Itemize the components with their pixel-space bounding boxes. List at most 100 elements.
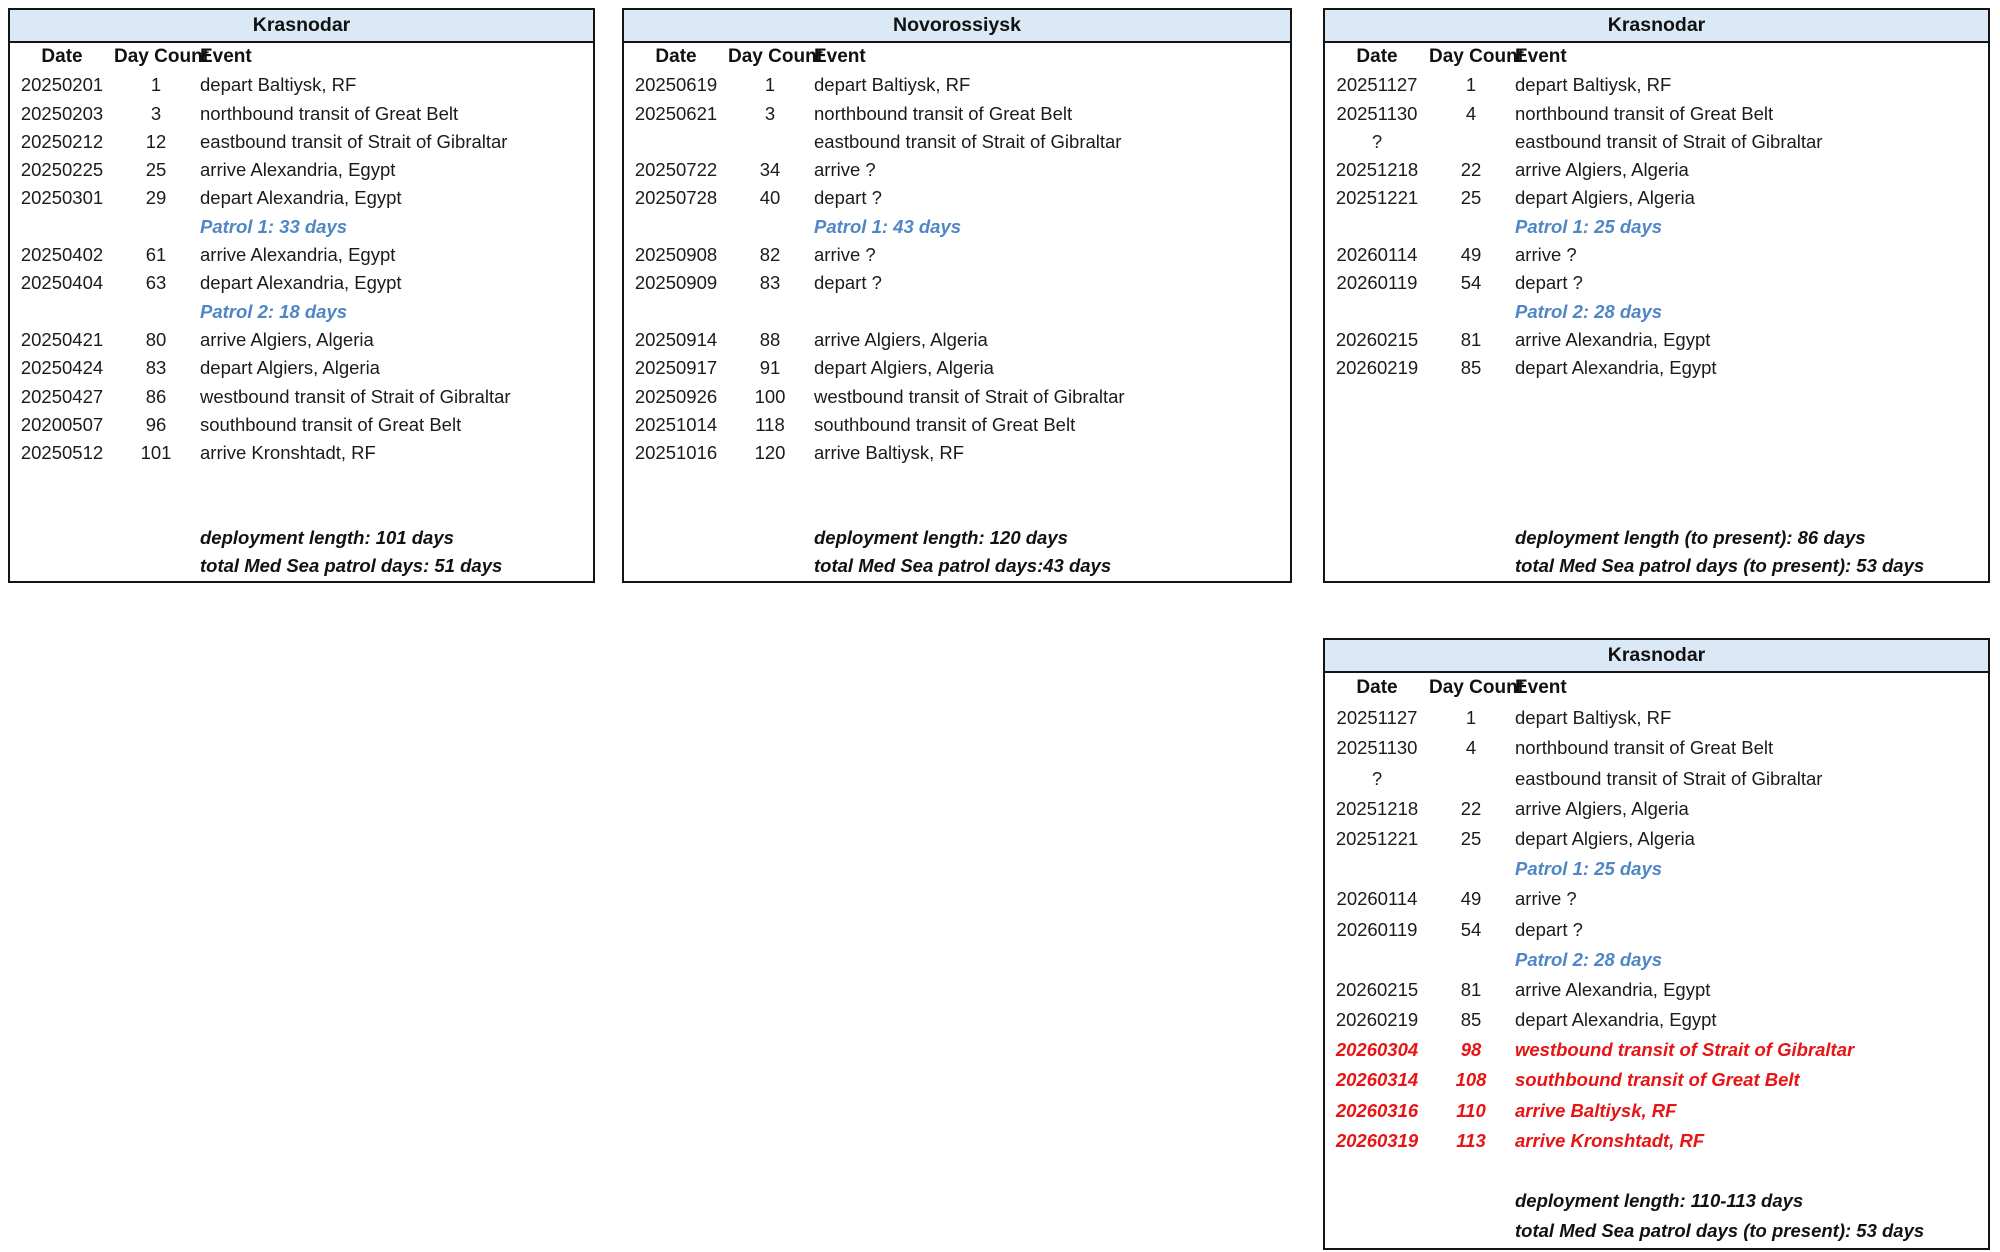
date-cell — [1325, 854, 1429, 884]
date-cell: 20250203 — [20, 102, 104, 124]
day-count-cell — [1429, 524, 1513, 552]
table-row: total Med Sea patrol days (to present): … — [1325, 552, 1988, 580]
table-row: 20260219 85 depart Alexandria, Egypt — [1325, 1005, 1988, 1035]
table-row: eastbound transit of Strait of Gibraltar — [624, 128, 1290, 156]
event-cell: Patrol 1: 25 days — [1515, 858, 1663, 880]
event-cell: total Med Sea patrol days (to present): … — [1515, 1220, 1925, 1242]
table-row: Patrol 1: 33 days — [10, 213, 593, 241]
table-novorossiysk-deployment: Novorossiysk Date Day Count Event 20250619 1 d… — [622, 8, 1292, 583]
day-count-cell: 101 — [140, 442, 172, 464]
day-count-cell — [1429, 298, 1513, 326]
event-cell: depart ? — [814, 272, 882, 294]
event-cell: arrive Alexandria, Egypt — [1515, 328, 1711, 350]
day-count-cell: 3 — [764, 102, 776, 124]
event-cell: arrive Alexandria, Egypt — [200, 159, 396, 181]
column-header-day-count: Day Count — [1429, 46, 1524, 67]
table-row: 20250926 100 westbound transit of Strait o… — [624, 383, 1290, 411]
event-cell: deployment length: 101 days — [200, 527, 454, 549]
date-cell: 20260215 — [1335, 978, 1419, 1000]
date-cell: 20251221 — [1335, 827, 1419, 849]
event-cell: deployment length: 120 days — [814, 527, 1068, 549]
event-cell: deployment length: 110-113 days — [1515, 1190, 1804, 1212]
table-row: 20250404 63 depart Alexandria, Egypt — [10, 269, 593, 297]
table-row: 20260219 85 depart Alexandria, Egypt — [1325, 354, 1988, 382]
date-cell: 20250212 — [20, 130, 104, 152]
table-row: 20260114 49 arrive ? — [1325, 884, 1988, 914]
day-count-cell: 83 — [759, 272, 781, 294]
date-cell — [1325, 411, 1429, 439]
event-cell: depart ? — [1515, 272, 1583, 294]
date-cell: 20251218 — [1335, 159, 1419, 181]
date-cell: 20250427 — [20, 385, 104, 407]
date-cell — [1325, 467, 1429, 495]
date-cell — [1325, 1216, 1429, 1246]
event-cell: eastbound transit of Strait of Gibraltar — [814, 130, 1122, 152]
date-cell: 20251127 — [1336, 707, 1418, 729]
day-count-cell: 22 — [1460, 797, 1482, 819]
day-count-cell: 61 — [145, 244, 167, 266]
date-cell: 20260316 — [1335, 1099, 1419, 1121]
event-cell: arrive Alexandria, Egypt — [1515, 978, 1711, 1000]
table-row: 20251218 22 arrive Algiers, Algeria — [1325, 794, 1988, 824]
table-row: deployment length: 110-113 days — [1325, 1186, 1988, 1216]
table-title: Krasnodar — [1325, 10, 1988, 43]
date-cell — [1325, 945, 1429, 975]
event-cell: westbound transit of Strait of Gibraltar — [1515, 1039, 1855, 1061]
day-count-cell — [1429, 1156, 1513, 1186]
table-row — [10, 467, 593, 495]
table-row: 20260319 113 arrive Kronshtadt, RF — [1325, 1126, 1988, 1156]
date-cell: 20260319 — [1335, 1129, 1419, 1151]
day-count-cell: 25 — [1460, 827, 1482, 849]
date-cell — [10, 213, 114, 241]
table-row: 20251127 1 depart Baltiysk, RF — [1325, 71, 1988, 99]
event-cell: depart Algiers, Algeria — [1515, 187, 1695, 209]
day-count-cell: 29 — [145, 187, 167, 209]
day-count-cell — [728, 128, 812, 156]
event-cell: depart Baltiysk, RF — [1515, 74, 1672, 96]
date-cell — [10, 524, 114, 552]
event-cell: arrive Algiers, Algeria — [200, 328, 374, 350]
day-count-cell: 81 — [1460, 978, 1482, 1000]
day-count-cell: 34 — [759, 159, 781, 181]
event-cell: depart Alexandria, Egypt — [1515, 1009, 1717, 1031]
table-krasnodar-deployment-1: Krasnodar Date Day Count Event 20250201 1 depa… — [8, 8, 595, 583]
event-cell: depart Baltiysk, RF — [814, 74, 971, 96]
day-count-cell: 108 — [1455, 1069, 1487, 1091]
day-count-cell — [1429, 213, 1513, 241]
event-cell: arrive Baltiysk, RF — [814, 442, 965, 464]
day-count-cell — [1429, 1186, 1513, 1216]
day-count-cell — [728, 213, 812, 241]
table-row: deployment length (to present): 86 days — [1325, 524, 1988, 552]
event-cell — [1513, 496, 1988, 524]
day-count-cell: 22 — [1460, 159, 1482, 181]
table-row: 20251014 118 southbound transit of Great B… — [624, 411, 1290, 439]
event-cell: arrive Kronshtadt, RF — [200, 442, 376, 464]
table-krasnodar-deployment-2-projection: Krasnodar Date Day Count Event 20251127 1 depa… — [1323, 638, 1990, 1250]
event-cell: westbound transit of Strait of Gibraltar — [200, 385, 511, 407]
date-cell: 20250301 — [20, 187, 104, 209]
table-row: 20251221 25 depart Algiers, Algeria — [1325, 184, 1988, 212]
date-cell: 20250621 — [634, 102, 718, 124]
column-header-row: Date Day Count Event — [10, 43, 593, 71]
event-cell: northbound transit of Great Belt — [1515, 737, 1774, 759]
table-row: 20250212 12 eastbound transit of Strait of… — [10, 128, 593, 156]
day-count-cell: 49 — [1460, 244, 1482, 266]
date-cell: 20260304 — [1335, 1039, 1419, 1061]
day-count-cell: 54 — [1460, 272, 1482, 294]
table-row: 20250225 25 arrive Alexandria, Egypt — [10, 156, 593, 184]
day-count-cell — [728, 496, 812, 524]
date-cell: 20250424 — [20, 357, 104, 379]
day-count-cell — [114, 552, 198, 580]
date-cell: 20260219 — [1335, 357, 1419, 379]
event-cell — [812, 496, 1290, 524]
table-row: 20250728 40 depart ? — [624, 184, 1290, 212]
table-row — [1325, 411, 1988, 439]
day-count-cell: 25 — [145, 159, 167, 181]
event-cell: depart Algiers, Algeria — [200, 357, 380, 379]
date-cell — [1325, 383, 1429, 411]
date-cell — [1325, 439, 1429, 467]
event-cell: arrive Algiers, Algeria — [814, 328, 988, 350]
date-cell — [624, 213, 728, 241]
event-cell: southbound transit of Great Belt — [1515, 1069, 1800, 1091]
